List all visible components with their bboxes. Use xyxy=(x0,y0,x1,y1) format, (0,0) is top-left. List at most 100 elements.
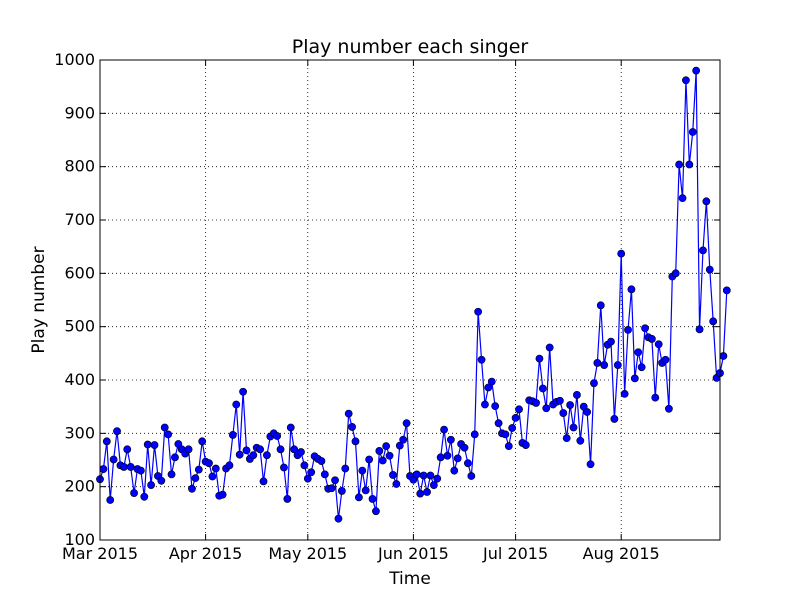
data-point xyxy=(542,404,551,413)
data-point xyxy=(590,379,598,388)
data-point xyxy=(283,495,292,503)
data-point xyxy=(205,459,213,468)
data-point xyxy=(515,405,523,414)
data-point xyxy=(259,477,268,486)
data-point xyxy=(184,445,193,454)
data-point xyxy=(627,285,636,294)
data-point xyxy=(682,76,690,85)
data-point xyxy=(239,387,247,396)
data-point xyxy=(508,424,517,432)
data-point xyxy=(361,486,370,495)
y-tick-label: 900 xyxy=(64,103,95,122)
data-point xyxy=(521,441,530,449)
data-point xyxy=(593,359,602,367)
data-point xyxy=(297,448,305,456)
data-point xyxy=(647,335,656,343)
data-point xyxy=(487,377,496,386)
data-point xyxy=(307,468,316,477)
data-point xyxy=(494,419,503,428)
data-point xyxy=(705,265,714,274)
data-point xyxy=(378,456,387,465)
data-point xyxy=(348,423,356,431)
data-point xyxy=(678,194,687,203)
data-point xyxy=(273,432,282,440)
data-point xyxy=(188,484,196,493)
data-point xyxy=(566,401,575,409)
data-point xyxy=(685,160,694,169)
data-point xyxy=(613,361,622,369)
data-point xyxy=(535,354,544,363)
data-point xyxy=(385,451,394,460)
data-point xyxy=(113,427,121,436)
data-point xyxy=(634,348,643,357)
data-point xyxy=(109,455,118,464)
data-point xyxy=(194,465,203,474)
data-point xyxy=(467,472,476,480)
data-point xyxy=(136,466,145,475)
data-point xyxy=(470,430,479,439)
data-point xyxy=(722,286,731,295)
data-point xyxy=(620,389,629,398)
data-point xyxy=(692,66,701,75)
data-point xyxy=(208,472,217,481)
data-point xyxy=(331,476,339,485)
data-point xyxy=(555,396,564,405)
data-point xyxy=(412,470,421,479)
data-point xyxy=(699,246,707,255)
data-point xyxy=(399,435,408,444)
data-point xyxy=(317,457,326,465)
plot-frame xyxy=(99,59,721,541)
data-point xyxy=(610,415,619,423)
data-point xyxy=(123,445,132,454)
y-tick-label: 500 xyxy=(64,317,95,336)
data-point xyxy=(351,437,360,446)
data-point xyxy=(198,437,207,446)
data-point xyxy=(665,404,673,413)
data-point xyxy=(453,454,462,463)
data-point xyxy=(446,435,455,444)
data-point xyxy=(583,408,592,416)
data-point xyxy=(651,393,660,402)
data-point xyxy=(460,443,469,452)
data-point xyxy=(562,434,571,443)
data-point xyxy=(392,480,401,488)
data-point xyxy=(481,400,489,409)
data-point xyxy=(300,461,309,470)
data-point xyxy=(596,301,605,310)
data-point xyxy=(641,324,649,333)
data-point xyxy=(211,464,220,473)
data-point xyxy=(429,481,438,489)
x-tick-label: Aug 2015 xyxy=(583,544,660,563)
x-tick-label: May 2015 xyxy=(268,544,347,563)
x-tick-label: Mar 2015 xyxy=(62,544,138,563)
data-point xyxy=(191,474,200,483)
data-point xyxy=(464,459,472,468)
data-point xyxy=(688,128,697,136)
data-point xyxy=(235,450,244,459)
data-point xyxy=(586,460,595,469)
data-point xyxy=(491,402,500,411)
data-point xyxy=(474,307,483,316)
data-point xyxy=(617,249,626,258)
x-axis-title: Time xyxy=(388,569,431,589)
y-tick-label: 700 xyxy=(64,210,95,229)
data-point xyxy=(365,455,374,464)
data-point xyxy=(126,463,135,471)
y-tick-label: 1000 xyxy=(54,50,95,69)
data-point xyxy=(263,451,271,460)
data-point xyxy=(164,430,173,439)
chart-title: Play number each singer xyxy=(292,36,529,58)
x-tick-label: Apr 2015 xyxy=(169,544,242,563)
data-point xyxy=(167,470,176,479)
y-tick-label: 600 xyxy=(64,263,95,282)
data-point xyxy=(218,490,227,499)
data-point xyxy=(106,496,115,504)
data-point xyxy=(395,441,404,450)
data-point xyxy=(327,484,336,493)
data-point xyxy=(160,423,169,432)
data-point xyxy=(504,442,513,451)
data-point xyxy=(637,363,646,372)
y-tick-label: 400 xyxy=(64,370,95,389)
